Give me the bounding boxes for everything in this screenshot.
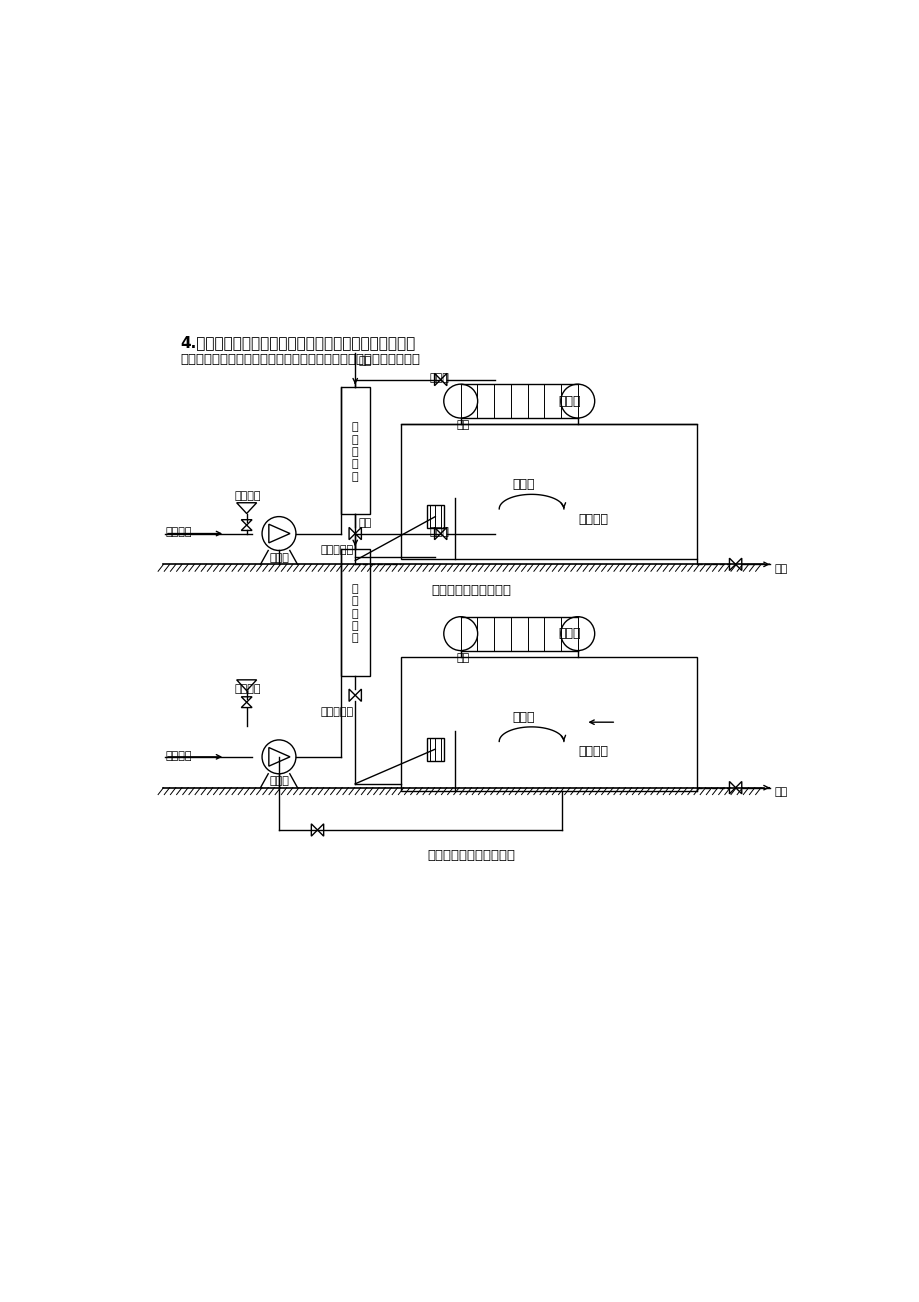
Bar	[426, 738, 443, 760]
Text: 刮渣机: 刮渣机	[558, 628, 580, 641]
Circle shape	[561, 617, 594, 651]
Bar	[340, 387, 369, 514]
Text: 气浮池: 气浮池	[512, 478, 535, 491]
Text: 出水: 出水	[773, 564, 787, 574]
Text: 压: 压	[352, 422, 358, 432]
Bar	[401, 656, 697, 792]
Text: 力: 力	[352, 596, 358, 607]
Text: 罐: 罐	[352, 633, 358, 643]
Text: 废水进入: 废水进入	[165, 751, 192, 760]
Text: 浮渣: 浮渣	[456, 652, 469, 663]
Text: 废水进入: 废水进入	[165, 527, 192, 538]
Text: 加压泵: 加压泵	[268, 776, 289, 786]
Bar	[426, 505, 443, 529]
Text: 气: 气	[352, 460, 358, 469]
Text: 罐: 罐	[352, 471, 358, 482]
Text: 气浮池: 气浮池	[512, 711, 535, 724]
Text: 减压释放阀: 减压释放阀	[320, 546, 353, 555]
Text: 溶: 溶	[352, 447, 358, 457]
Text: 空气: 空气	[357, 357, 371, 366]
Text: 力: 力	[352, 435, 358, 444]
Text: 进气阀: 进气阀	[429, 527, 449, 538]
Text: 出水: 出水	[773, 788, 787, 797]
Text: 出水系统: 出水系统	[577, 513, 607, 526]
Circle shape	[443, 617, 477, 651]
Text: 空气: 空气	[357, 518, 371, 529]
Text: 加压泵: 加压泵	[268, 553, 289, 562]
Text: 出水系统: 出水系统	[577, 745, 607, 758]
Text: 减压释放阀: 减压释放阀	[320, 707, 353, 717]
Text: 进气阀: 进气阀	[429, 374, 449, 383]
Text: 全加压溶气流程示意图: 全加压溶气流程示意图	[431, 583, 511, 596]
Text: 刮渣机: 刮渣机	[558, 395, 580, 408]
Text: 气: 气	[352, 621, 358, 631]
Text: 化学药剂: 化学药剂	[234, 684, 261, 694]
Text: 答：全加压溶气流程，部分加压溶气流程，部分回流加压溶气流程。: 答：全加压溶气流程，部分加压溶气流程，部分回流加压溶气流程。	[180, 353, 420, 366]
Bar	[401, 424, 697, 559]
Circle shape	[443, 384, 477, 418]
Text: 溶: 溶	[352, 608, 358, 618]
Circle shape	[561, 384, 594, 418]
Text: 4.加压溶气浮现法有哪几种基本流程？简要画出任一种。: 4.加压溶气浮现法有哪几种基本流程？简要画出任一种。	[180, 336, 415, 350]
Bar	[340, 549, 369, 676]
Text: 部分加压溶气流程示意图: 部分加压溶气流程示意图	[427, 849, 515, 862]
Text: 化学药剂: 化学药剂	[234, 491, 261, 501]
Text: 浮渣: 浮渣	[456, 421, 469, 431]
Text: 压: 压	[352, 585, 358, 594]
